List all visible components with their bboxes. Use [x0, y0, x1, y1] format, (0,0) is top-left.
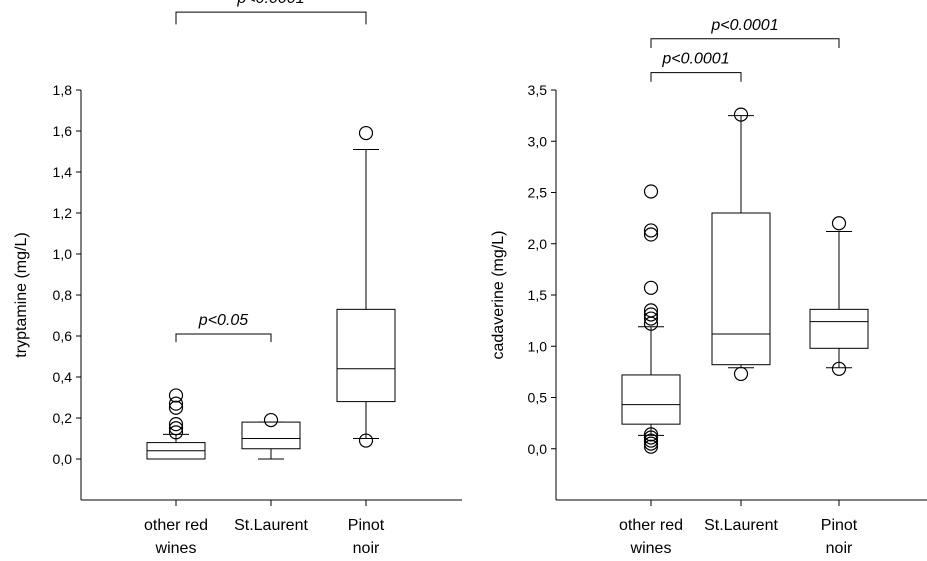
significance-bracket [650, 38, 840, 48]
box-group [809, 216, 869, 376]
outlier-point [168, 425, 184, 440]
category-label: other red [619, 517, 683, 534]
outlier-point [643, 184, 659, 199]
cadaverine-panel: 0,0 0,5 1,0 1,5 2,0 2,5 3,0 3,5 cadaverine (mg/L… [490, 17, 927, 557]
significance-bracket [175, 11, 367, 25]
outlier-point [831, 361, 847, 376]
p-value-label: p<0.0001 [661, 51, 729, 68]
significance-bracket [650, 72, 742, 82]
box-group [711, 107, 771, 382]
y-tick-label: 1,5 [528, 287, 548, 303]
y-tick-label: 3,5 [528, 82, 548, 98]
box [711, 212, 771, 366]
y-tick-label: 0,6 [53, 328, 73, 344]
y-tick-label: 0,0 [53, 451, 73, 467]
outlier-point [643, 439, 659, 454]
y-tick-label: 1,2 [53, 205, 73, 221]
y-tick-label: 1,4 [53, 164, 73, 180]
y-tick-label: 1,6 [53, 123, 73, 139]
outlier-point [168, 388, 184, 403]
category-label: Pinot [348, 517, 385, 534]
outlier-point [733, 107, 749, 122]
box [336, 308, 396, 403]
outlier-point [643, 307, 659, 322]
category-label: Pinot [821, 517, 858, 534]
outlier-point [643, 427, 659, 442]
outlier-point [643, 430, 659, 445]
y-tick-label: 1,8 [53, 82, 73, 98]
outlier-point [643, 223, 659, 238]
box [809, 308, 869, 349]
y-tick-label: 0,2 [53, 410, 73, 426]
category-label: wines [155, 540, 197, 557]
outlier-point [643, 227, 659, 242]
outlier-point [643, 303, 659, 318]
p-value-label: p<0.0001 [710, 17, 778, 34]
outlier-point [358, 433, 374, 448]
outlier-point [831, 216, 847, 231]
tryptamine-panel: 0,0 0,2 0,4 0,6 0,8 1,0 1,2 1,4 1,6 1,8 tryptamine… [13, 0, 462, 557]
outlier-point [643, 436, 659, 451]
significance-bracket [175, 333, 272, 343]
box [621, 374, 681, 425]
outlier-point [168, 421, 184, 436]
category-label: noir [826, 540, 853, 557]
p-value-label: p<0.05 [198, 312, 248, 329]
y-axis-title: tryptamine (mg/L) [13, 232, 30, 357]
y-tick-label: 2,5 [528, 185, 548, 201]
y-tick-label: 3,0 [528, 133, 548, 149]
y-axis-title: cadaverine (mg/L) [490, 231, 507, 360]
y-tick-label: 0,0 [528, 441, 548, 457]
p-value-label: p<0.0001 [236, 0, 304, 7]
y-tick-label: 0,5 [528, 390, 548, 406]
box-group [146, 388, 206, 460]
category-label: St.Laurent [234, 517, 308, 534]
outlier-point [643, 280, 659, 295]
outlier-point [733, 366, 749, 382]
y-tick-label: 1,0 [53, 246, 73, 262]
outlier-point [168, 396, 184, 411]
outlier-point [643, 433, 659, 448]
y-tick-label: 2,0 [528, 236, 548, 252]
y-tick-label: 0,4 [53, 369, 73, 385]
y-tick-label: 1,0 [528, 338, 548, 354]
outlier-point [263, 412, 279, 428]
box-group [621, 184, 681, 454]
outlier-point [168, 400, 184, 415]
category-label: St.Laurent [704, 517, 778, 534]
box-group [241, 412, 301, 460]
category-label: wines [630, 540, 672, 557]
outlier-point [358, 125, 374, 141]
y-tick-label: 0,8 [53, 287, 73, 303]
box-group [336, 125, 396, 448]
category-label: noir [353, 540, 380, 557]
category-label: other red [144, 517, 208, 534]
outlier-point [643, 311, 659, 326]
outlier-point [168, 417, 184, 432]
